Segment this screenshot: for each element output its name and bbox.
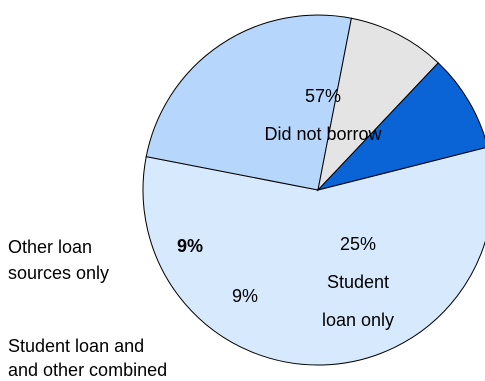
pie-slice-student-and-other bbox=[317, 17, 439, 192]
pie-slice-other-only bbox=[316, 62, 485, 191]
pie-labels: 57% Did not borrow 25% Student loan only 9% St… bbox=[8, 86, 394, 380]
slice-category-label-student-loan-only: Student bbox=[327, 272, 389, 292]
slice-value-label-student-and-other: 9% bbox=[232, 286, 258, 306]
slice-external-label-other-only: Other loan bbox=[8, 237, 92, 257]
slice-external-label-other-only: sources only bbox=[8, 263, 109, 283]
slice-external-label-student-and-other: Student loan and bbox=[8, 336, 144, 356]
slice-category-label-student-loan-only: loan only bbox=[322, 310, 394, 330]
pie-slice-did-not-borrow bbox=[142, 147, 485, 366]
slice-external-label-student-and-other: and other combined bbox=[8, 360, 167, 380]
slice-category-label-did-not-borrow: Did not borrow bbox=[264, 124, 382, 144]
slice-value-label-student-loan-only: 25% bbox=[340, 234, 376, 254]
pie-slice-student-loan-only bbox=[145, 14, 352, 191]
slice-value-label-did-not-borrow: 57% bbox=[305, 86, 341, 106]
slice-value-label-other-only: 9% bbox=[177, 236, 203, 256]
pie-slices bbox=[142, 14, 485, 366]
